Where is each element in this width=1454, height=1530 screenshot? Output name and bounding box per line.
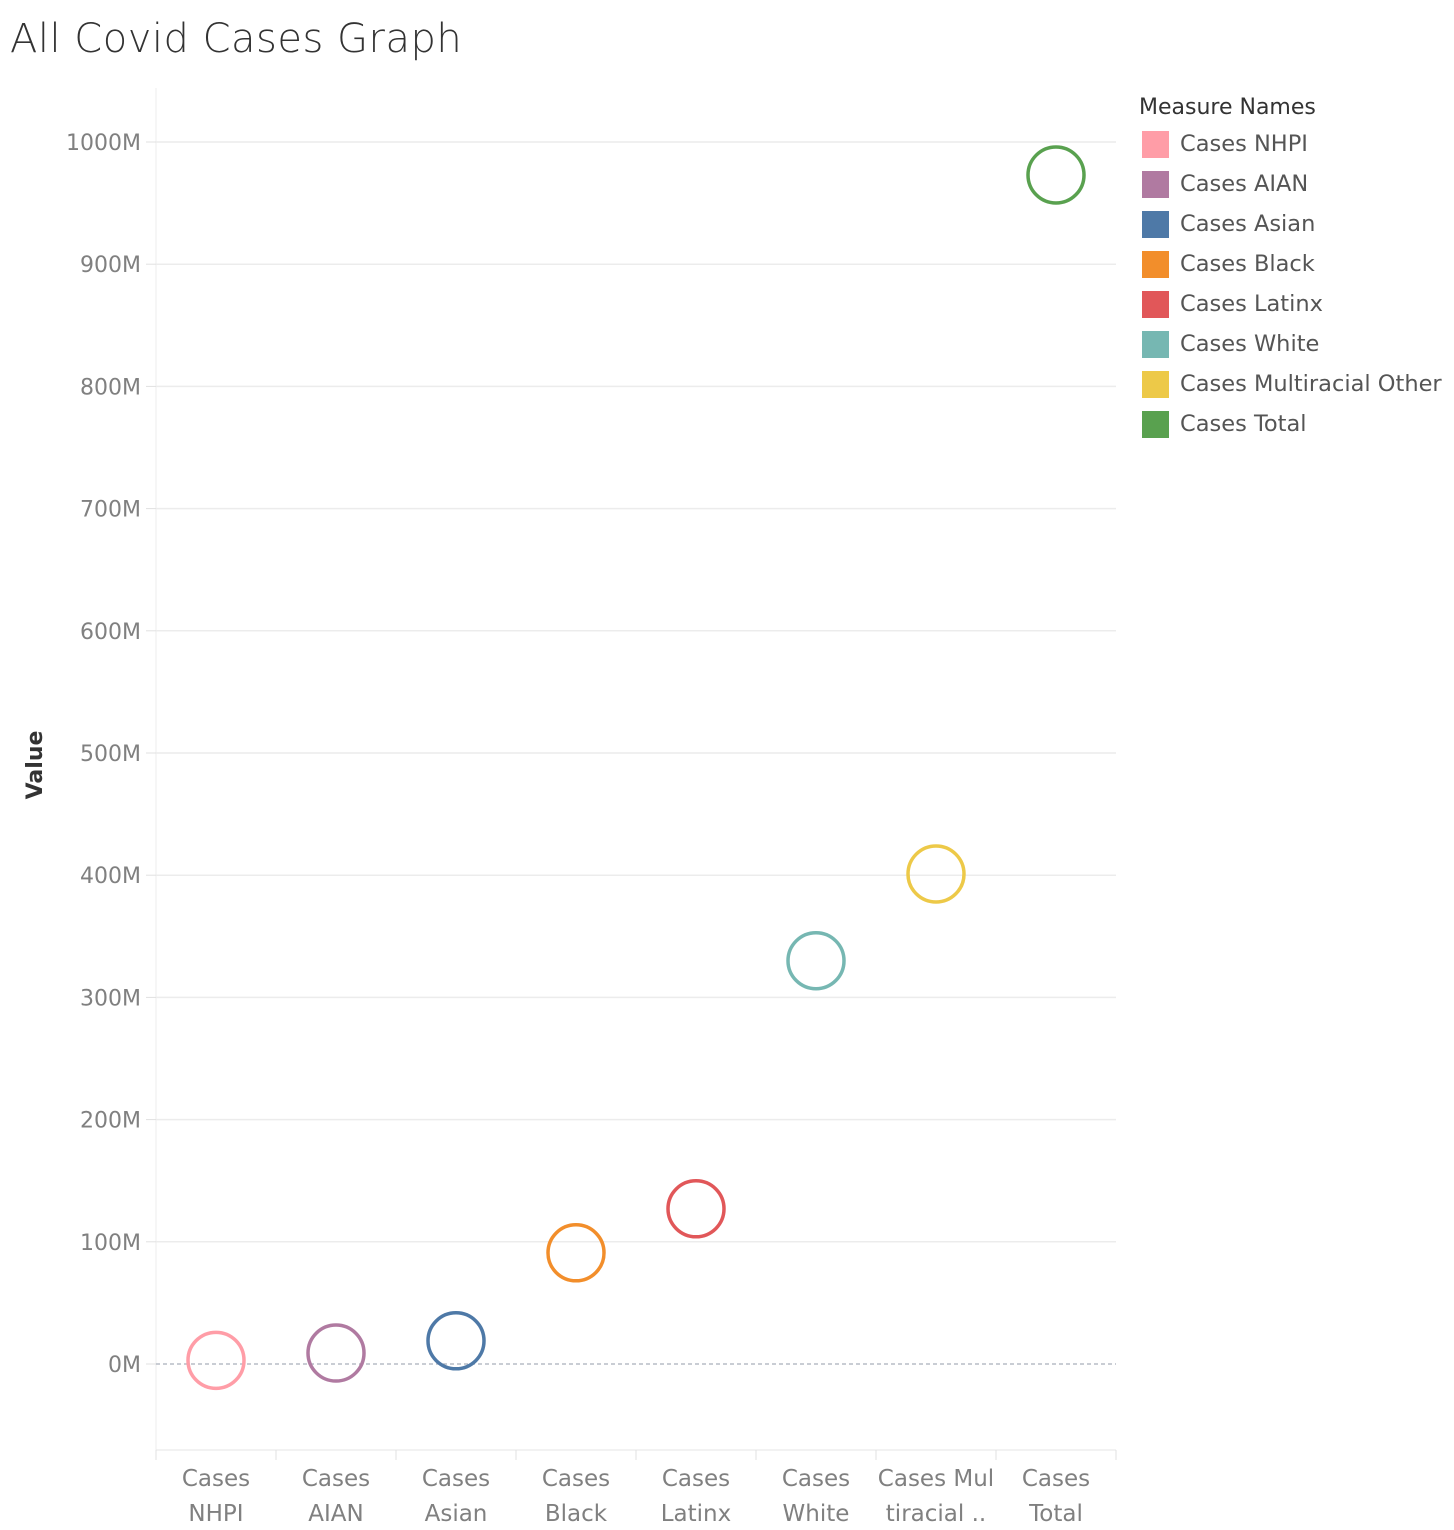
legend-label: Cases Multiracial Other — [1180, 371, 1442, 397]
legend-item[interactable]: Cases Total — [1139, 404, 1451, 444]
legend-item[interactable]: Cases White — [1139, 324, 1451, 364]
y-tick-label: 800M — [80, 375, 141, 400]
legend-items: Cases NHPI Cases AIAN Cases Asian Cases Bla… — [1139, 124, 1451, 444]
x-category-label: Cases — [782, 1466, 850, 1492]
x-category-label: White — [783, 1501, 850, 1527]
legend-swatch — [1142, 410, 1169, 438]
legend-label: Cases Asian — [1180, 211, 1316, 237]
y-tick-label: 300M — [80, 986, 141, 1011]
y-tick-label: 1000M — [66, 131, 141, 156]
legend-label: Cases AIAN — [1180, 171, 1309, 197]
legend-swatch — [1142, 210, 1169, 238]
data-point[interactable] — [666, 1179, 726, 1239]
chart-title: All Covid Cases Graph — [10, 16, 463, 62]
data-point[interactable] — [906, 844, 966, 904]
legend-swatch — [1142, 250, 1169, 278]
legend-swatch — [1142, 330, 1169, 358]
legend-swatch — [1142, 130, 1169, 158]
x-category-label: Cases — [662, 1466, 730, 1492]
y-tick-label: 500M — [80, 742, 141, 767]
grid-layer — [155, 88, 1117, 1460]
legend-item[interactable]: Cases AIAN — [1139, 164, 1451, 204]
x-category-label: Cases — [1022, 1466, 1090, 1492]
x-category-label: Total — [1028, 1501, 1083, 1527]
x-category-label: Cases — [422, 1466, 490, 1492]
y-tick-label: 100M — [80, 1231, 141, 1256]
data-point[interactable] — [546, 1223, 606, 1283]
legend-label: Cases NHPI — [1180, 131, 1308, 157]
x-category-label: Asian — [425, 1501, 488, 1527]
axis-layer: 0M 100M 200M 300M 400M 500M 600M 700M 800M 900M 10… — [23, 131, 1090, 1527]
legend: Measure Names Cases NHPI Cases AIAN Cases … — [1139, 95, 1451, 444]
x-category-label: Cases — [182, 1466, 250, 1492]
legend-label: Cases White — [1180, 331, 1320, 357]
y-tick-label: 900M — [80, 253, 141, 278]
y-tick-label: 700M — [80, 498, 141, 523]
legend-item[interactable]: Cases Multiracial Other — [1139, 364, 1451, 404]
x-category-label: tiracial .. — [886, 1501, 986, 1527]
x-category-label: Cases — [542, 1466, 610, 1492]
y-axis-label: Value — [23, 731, 48, 800]
legend-title: Measure Names — [1139, 95, 1316, 120]
legend-label: Cases Total — [1180, 411, 1307, 437]
y-tick-label: 600M — [80, 620, 141, 645]
data-point[interactable] — [186, 1330, 246, 1391]
legend-swatch — [1142, 170, 1169, 198]
x-category-label: Latinx — [661, 1501, 732, 1527]
legend-swatch — [1142, 370, 1169, 398]
legend-item[interactable]: Cases Latinx — [1139, 284, 1451, 324]
legend-label: Cases Latinx — [1180, 291, 1323, 317]
legend-item[interactable]: Cases NHPI — [1139, 124, 1451, 164]
mark-layer — [186, 145, 1086, 1391]
x-category-label: Cases Mul — [878, 1466, 994, 1492]
y-tick-label: 400M — [80, 864, 141, 889]
data-point[interactable] — [786, 930, 846, 991]
legend-label: Cases Black — [1180, 251, 1315, 277]
legend-item[interactable]: Cases Black — [1139, 244, 1451, 284]
data-point[interactable] — [426, 1311, 486, 1371]
x-category-label: NHPI — [188, 1501, 243, 1527]
x-category-label: Black — [545, 1501, 608, 1527]
legend-item[interactable]: Cases Asian — [1139, 204, 1451, 244]
data-point[interactable] — [306, 1323, 366, 1383]
y-tick-label: 200M — [80, 1109, 141, 1134]
y-tick-label: 0M — [108, 1353, 141, 1378]
data-point[interactable] — [1026, 145, 1086, 205]
legend-swatch — [1142, 290, 1169, 318]
x-category-label: AIAN — [308, 1501, 363, 1527]
x-category-label: Cases — [302, 1466, 370, 1492]
